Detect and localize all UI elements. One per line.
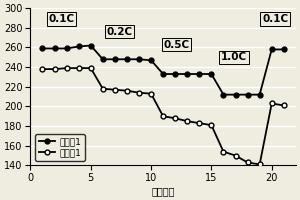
Legend: 实施例1, 对比例1: 实施例1, 对比例1 xyxy=(35,134,85,161)
Text: 1.0C: 1.0C xyxy=(221,52,247,62)
X-axis label: 循环次数: 循环次数 xyxy=(152,186,175,196)
Text: 0.1C: 0.1C xyxy=(49,14,75,24)
Text: 0.5C: 0.5C xyxy=(163,40,189,50)
Text: 0.1C: 0.1C xyxy=(262,14,288,24)
Text: 0.2C: 0.2C xyxy=(106,27,133,37)
